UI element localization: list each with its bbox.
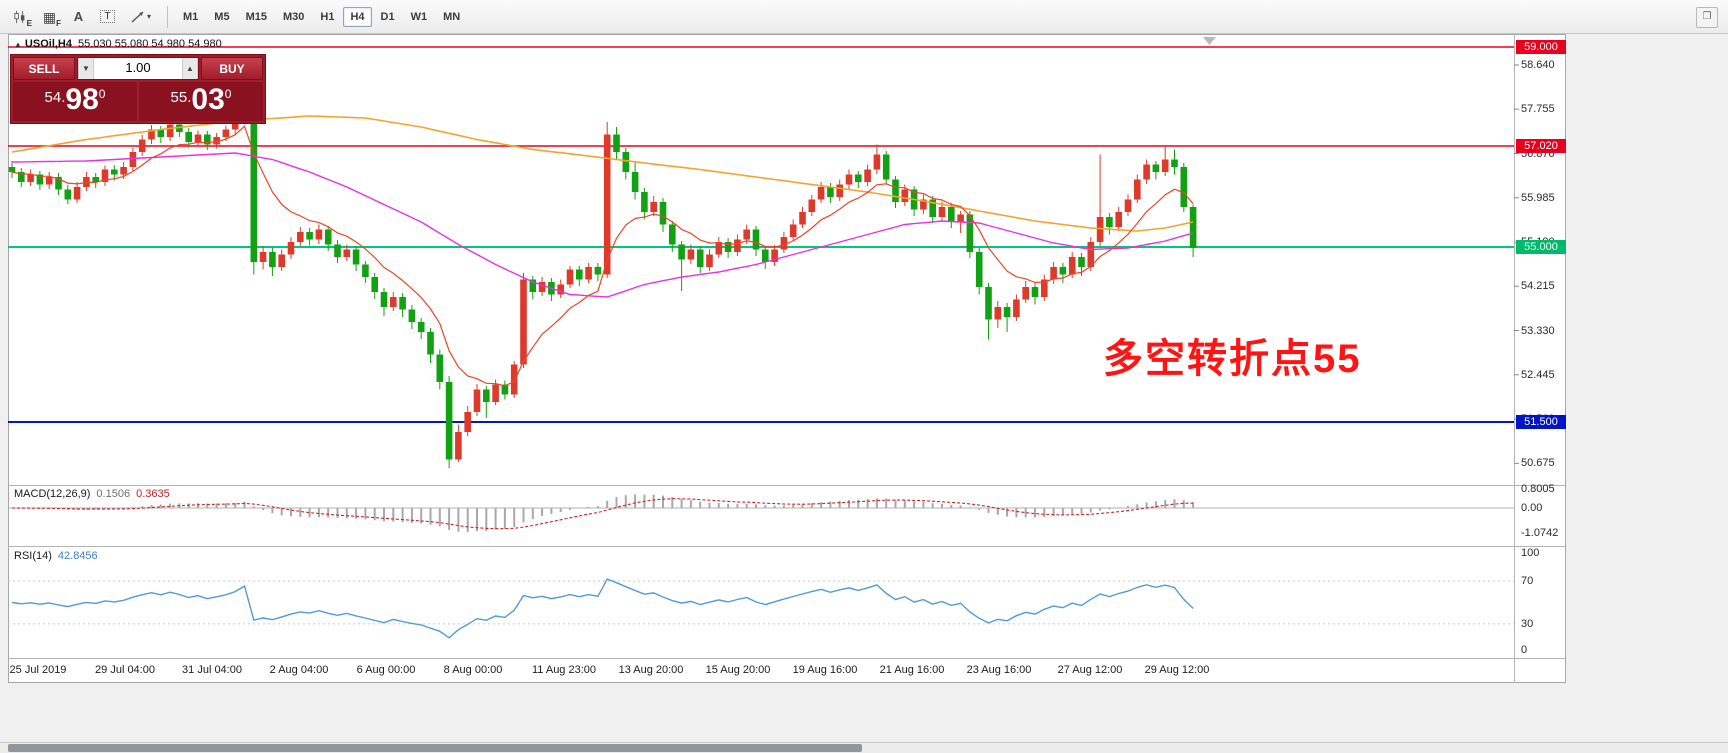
chart-shift-marker[interactable]: [1203, 37, 1216, 45]
tf-m1-button[interactable]: M1: [176, 7, 205, 27]
volume-decrease-button[interactable]: ▼: [78, 58, 94, 79]
price-axis-label: 50.675: [1521, 457, 1555, 470]
rsi-value: 42.8456: [57, 550, 98, 562]
time-axis-label: 15 Aug 20:00: [705, 664, 771, 676]
rsi-label: RSI(14) 42.8456: [14, 550, 98, 562]
sell-price-sup: 0: [98, 87, 106, 101]
time-axis-label: 19 Aug 16:00: [792, 664, 858, 676]
symbol-info: ▲ USOil,H4 55.030 55.080 54.980 54.980: [14, 38, 222, 50]
indicator-axis-label: -1.0742: [1521, 527, 1559, 539]
toolbar-separator: [167, 5, 168, 28]
buy-button[interactable]: BUY: [201, 57, 263, 80]
text-label-tool-icon[interactable]: A: [65, 4, 92, 29]
tf-m5-button[interactable]: M5: [207, 7, 236, 27]
indicator-axis-label: 100: [1521, 547, 1540, 559]
sell-price-big: 98: [65, 83, 99, 116]
buy-price-display: 55. 03 0: [139, 82, 263, 121]
time-axis-label: 25 Jul 2019: [9, 664, 67, 676]
panel-toggle-icon[interactable]: ▲: [14, 40, 22, 49]
one-click-trading-panel: SELL ▼ 1.00 ▲ BUY 54. 98 0 55. 03 0: [10, 54, 266, 124]
horizontal-scrollbar[interactable]: [0, 742, 1728, 753]
indicator-axis-label: 0: [1521, 644, 1528, 656]
time-axis-label: 6 Aug 00:00: [356, 664, 416, 676]
tf-mn-button[interactable]: MN: [436, 7, 467, 27]
candles-icon: [14, 10, 25, 23]
line-tools-dropdown[interactable]: ▾: [123, 4, 159, 29]
price-line-badge: 55.000: [1516, 240, 1566, 254]
annotation-text: 多空转折点55: [1103, 337, 1362, 381]
time-axis-label: 13 Aug 20:00: [618, 664, 684, 676]
macd-label: MACD(12,26,9) 0.1506 0.3635: [14, 488, 170, 500]
tf-w1-button[interactable]: W1: [404, 7, 435, 27]
ohlc-values: 55.030 55.080 54.980 54.980: [78, 38, 222, 50]
sell-button[interactable]: SELL: [13, 57, 75, 80]
price-axis-label: 55.985: [1521, 191, 1555, 204]
buy-price-big: 03: [191, 83, 225, 116]
letter-a-icon: A: [73, 8, 84, 24]
tf-h1-button[interactable]: H1: [313, 7, 341, 27]
buy-price-sup: 0: [224, 87, 232, 101]
price-axis-label: 52.445: [1521, 368, 1555, 381]
grid-tool-icon[interactable]: ▦ F: [36, 4, 63, 29]
price-line-badge: 59.000: [1516, 40, 1566, 54]
time-axis-label: 29 Aug 12:00: [1144, 664, 1210, 676]
volume-input[interactable]: 1.00: [125, 60, 151, 75]
symbol-name: USOil,H4: [24, 38, 72, 50]
volume-stepper[interactable]: ▼ 1.00 ▲: [77, 57, 199, 80]
trendline-icon: [131, 11, 144, 23]
trade-panel-controls: SELL ▼ 1.00 ▲ BUY: [13, 57, 263, 80]
price-line-badge: 51.500: [1516, 415, 1566, 429]
sell-price-display: 54. 98 0: [13, 82, 137, 121]
rsi-indicator: [8, 578, 1514, 639]
grid-icon: ▦: [42, 8, 57, 25]
time-axis-label: 29 Jul 04:00: [95, 664, 155, 676]
cursor-tool-icon[interactable]: T: [94, 4, 121, 29]
indicator-axis-label: 30: [1521, 618, 1534, 630]
tf-d1-button[interactable]: D1: [374, 7, 402, 27]
time-axis-label: 21 Aug 16:00: [879, 664, 945, 676]
trade-panel-quotes: 54. 98 0 55. 03 0: [13, 82, 263, 121]
tf-h4-button[interactable]: H4: [343, 6, 372, 27]
macd-indicator: [8, 494, 1514, 532]
tf-m30-button[interactable]: M30: [276, 7, 311, 27]
tf-m15-button[interactable]: M15: [239, 7, 274, 27]
toolbar: E ▦ F A T ▾ M1 M5 M15 M30 H1 H4 D1 W1 MN…: [0, 0, 1728, 34]
indicator-axis-label: 70: [1521, 575, 1534, 587]
tool-sub-label: F: [56, 19, 61, 28]
time-axis-label: 8 Aug 00:00: [443, 664, 503, 676]
time-axis-label: 27 Aug 12:00: [1057, 664, 1123, 676]
letter-t-icon: T: [100, 10, 115, 23]
price-axis-label: 57.755: [1521, 103, 1555, 116]
moving-averages: [11, 115, 1194, 387]
h-scrollbar-thumb[interactable]: [8, 744, 862, 752]
price-axis-label: 58.640: [1521, 59, 1555, 71]
window-restore-icon[interactable]: ❐: [1696, 7, 1718, 28]
horizontal-price-lines: [8, 46, 1514, 423]
indicator-axis-label: 0.00: [1521, 502, 1543, 514]
price-line-badge: 57.020: [1516, 139, 1566, 153]
candle-chart-tool-icon[interactable]: E: [7, 4, 34, 29]
tool-sub-label: E: [26, 19, 32, 28]
volume-increase-button[interactable]: ▲: [182, 58, 198, 79]
price-axis-label: 54.215: [1521, 280, 1555, 293]
buy-price-base: 55.: [170, 89, 192, 106]
sell-price-base: 54.: [44, 89, 66, 106]
time-axis-label: 11 Aug 23:00: [531, 664, 597, 676]
candlesticks: [8, 79, 1197, 468]
indicator-axis-label: 0.8005: [1521, 483, 1555, 495]
rsi-name: RSI(14): [14, 550, 52, 562]
macd-main-value: 0.1506: [96, 488, 131, 500]
time-axis-label: 31 Jul 04:00: [182, 664, 242, 676]
price-axis-label: 53.330: [1521, 324, 1555, 337]
time-axis-label: 23 Aug 16:00: [966, 664, 1032, 676]
chart-window-frame: [8, 34, 1566, 683]
chevron-down-icon: ▾: [146, 11, 151, 21]
macd-name: MACD(12,26,9): [14, 488, 91, 500]
time-axis-label: 2 Aug 04:00: [269, 664, 329, 676]
macd-signal-value: 0.3635: [136, 488, 170, 500]
price-axis-ticks: [1514, 64, 1519, 464]
